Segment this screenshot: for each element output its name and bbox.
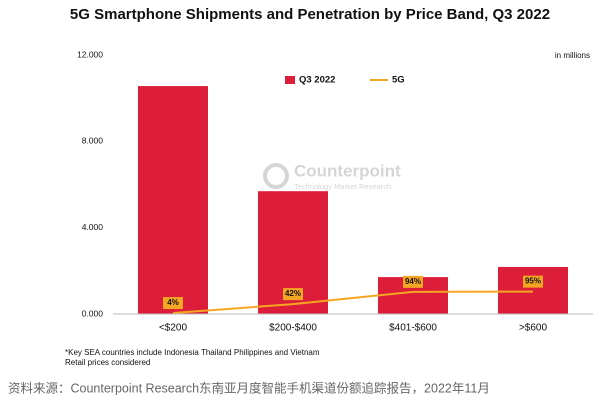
data-label: 94% [405, 277, 421, 286]
watermark-brand: Counterpoint [294, 161, 401, 180]
data-label-box [523, 275, 543, 288]
y-tick-label: 4.000 [82, 222, 104, 232]
data-label-box [403, 275, 423, 288]
x-tick-label: >$600 [519, 323, 548, 334]
legend-label: 5G [392, 75, 405, 86]
legend-swatch [285, 76, 295, 84]
line [172, 290, 534, 315]
footnote: *Key SEA countries include Indonesia Tha… [65, 348, 320, 357]
bar [138, 86, 208, 314]
watermark-tagline: Technology Market Research [294, 182, 391, 191]
bar [498, 266, 568, 314]
x-tick-label: $200-$400 [269, 323, 317, 334]
unit-note: in millions [555, 51, 590, 60]
legend-label: Q3 2022 [299, 75, 335, 86]
data-label: 95% [525, 277, 541, 286]
y-tick-label: 8.000 [82, 136, 104, 146]
y-tick-label: 0.000 [82, 308, 104, 318]
data-label: 42% [285, 289, 301, 298]
chart-title: 5G Smartphone Shipments and Penetration … [70, 6, 550, 23]
watermark-logo [263, 163, 289, 189]
x-tick-label: <$200 [159, 323, 188, 334]
x-tick-label: $401-$600 [389, 323, 437, 334]
footnote: Retail prices considered [65, 358, 150, 367]
data-label: 4% [167, 298, 179, 307]
data-label-box [163, 297, 183, 310]
source: 资料来源：Counterpoint Research东南亚月度智能手机渠道份额追… [8, 380, 490, 395]
watermark: Counterpoint Technology Market Research [263, 161, 401, 191]
y-tick-label: 12.000 [77, 49, 103, 59]
data-label-box [283, 288, 303, 301]
